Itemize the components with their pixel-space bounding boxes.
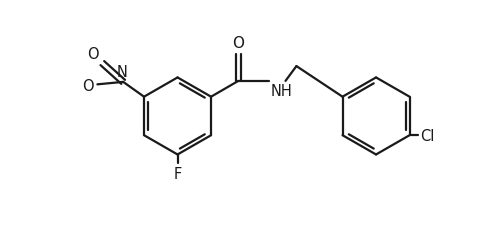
Text: O: O [82,79,93,93]
Text: F: F [174,166,182,182]
Text: NH: NH [271,83,293,98]
Text: O: O [87,46,98,61]
Text: Cl: Cl [421,128,435,143]
Text: O: O [233,36,245,51]
Text: N: N [117,65,128,80]
